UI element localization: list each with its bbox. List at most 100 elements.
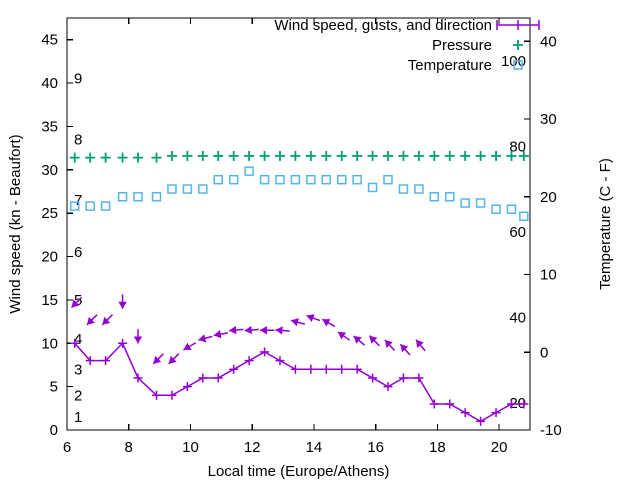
pressure-point bbox=[321, 150, 332, 161]
wind-speed-point bbox=[445, 399, 455, 409]
gust-direction-arrow bbox=[290, 318, 306, 327]
y-tick-label: 45 bbox=[41, 32, 58, 49]
temperature-point bbox=[367, 182, 378, 193]
legend-sample-square bbox=[513, 60, 523, 70]
y-axis-title: Wind speed (kn - Beaufort) bbox=[7, 134, 24, 313]
pressure-point bbox=[69, 152, 80, 163]
pressure-point bbox=[460, 150, 471, 161]
pressure-point bbox=[244, 150, 255, 161]
gust-direction-arrow bbox=[70, 296, 83, 308]
wind-speed-point bbox=[213, 373, 223, 383]
y-tick-label: 0 bbox=[50, 422, 58, 439]
temperature-point bbox=[352, 174, 362, 185]
fahrenheit-label: 60 bbox=[509, 224, 526, 241]
beaufort-label: 7 bbox=[74, 192, 82, 209]
beaufort-label: 2 bbox=[74, 387, 82, 404]
gust-direction-arrow bbox=[368, 335, 381, 347]
wind-speed-point bbox=[260, 347, 270, 357]
temperature-point bbox=[383, 174, 393, 185]
x-tick-label: 6 bbox=[63, 439, 71, 456]
wind-speed-point bbox=[460, 408, 470, 418]
temperature-point bbox=[228, 174, 239, 185]
gust-direction-arrow bbox=[306, 314, 321, 323]
pressure-point bbox=[100, 152, 111, 163]
gust-direction-arrow bbox=[384, 339, 396, 352]
pressure-point bbox=[491, 150, 502, 161]
y2-tick-label: 10 bbox=[540, 267, 557, 284]
temperature-point bbox=[182, 184, 193, 194]
y-tick-label: 35 bbox=[41, 118, 58, 135]
temperature-point bbox=[259, 174, 270, 185]
wind-speed-point bbox=[414, 373, 424, 383]
temperature-point bbox=[244, 166, 254, 176]
wind-speed-point bbox=[519, 399, 529, 409]
wind-speed-point bbox=[275, 356, 285, 366]
pressure-point bbox=[132, 152, 143, 163]
temperature-point bbox=[460, 198, 470, 208]
gust-direction-arrow bbox=[101, 314, 114, 326]
wind-speed-point bbox=[306, 364, 316, 374]
legend-sample-line-plus bbox=[496, 20, 540, 30]
temperature-point bbox=[275, 174, 285, 185]
wind-speed-point bbox=[229, 364, 239, 374]
gust-direction-arrow bbox=[183, 342, 197, 351]
pressure-point bbox=[305, 150, 316, 161]
wind-speed-point bbox=[491, 408, 501, 418]
wind-speed-point bbox=[85, 356, 95, 366]
temperature-point bbox=[133, 192, 143, 202]
gust-direction-arrow bbox=[353, 335, 366, 346]
pressure-point bbox=[228, 150, 239, 161]
gust-direction-arrow bbox=[275, 326, 290, 335]
wind-speed-point bbox=[476, 416, 486, 426]
temperature-point bbox=[290, 174, 301, 185]
wind-speed-point bbox=[383, 382, 393, 392]
pressure-point bbox=[444, 150, 455, 161]
gust-direction-arrow bbox=[118, 294, 127, 309]
x-tick-label: 10 bbox=[182, 439, 199, 456]
temperature-point bbox=[506, 204, 517, 214]
y-tick-label: 15 bbox=[41, 292, 58, 309]
x-tick-label: 16 bbox=[367, 439, 384, 456]
gust-direction-arrow bbox=[337, 331, 351, 341]
y2-tick-label: 40 bbox=[540, 33, 557, 50]
gust-direction-arrow bbox=[259, 326, 275, 335]
gust-direction-arrow bbox=[229, 325, 244, 335]
y2-tick-label: 30 bbox=[540, 111, 557, 128]
pressure-point bbox=[166, 150, 177, 161]
temperature-point bbox=[198, 184, 208, 194]
wind-speed-point bbox=[118, 338, 128, 348]
fahrenheit-label: 40 bbox=[509, 309, 526, 326]
pressure-point bbox=[151, 152, 162, 163]
beaufort-label: 3 bbox=[74, 361, 82, 378]
x-tick-label: 12 bbox=[244, 439, 261, 456]
y2-tick-label: -10 bbox=[540, 422, 562, 439]
gust-direction-arrow bbox=[133, 329, 143, 344]
temperature-point bbox=[117, 192, 128, 202]
temperature-point bbox=[475, 198, 486, 208]
beaufort-label: 1 bbox=[74, 409, 82, 426]
beaufort-label: 8 bbox=[74, 131, 82, 148]
wind-speed-point bbox=[198, 373, 208, 383]
beaufort-label: 4 bbox=[74, 331, 82, 348]
wind-speed-point bbox=[506, 399, 516, 409]
beaufort-label: 6 bbox=[74, 244, 82, 261]
gust-direction-arrow bbox=[244, 325, 259, 335]
wind-speed-point bbox=[337, 364, 347, 374]
legend-label-0: Wind speed, gusts, and direction bbox=[274, 17, 492, 34]
x-tick-label: 20 bbox=[491, 439, 508, 456]
y-tick-label: 10 bbox=[41, 335, 58, 352]
y-tick-label: 5 bbox=[50, 379, 58, 396]
y2-axis-title: Temperature (C - F) bbox=[597, 158, 614, 290]
pressure-point bbox=[506, 150, 517, 161]
wind-speed-point bbox=[429, 399, 439, 409]
legend-sample-plus bbox=[513, 40, 523, 50]
beaufort-label: 9 bbox=[74, 71, 82, 88]
pressure-point bbox=[117, 152, 128, 163]
pressure-point bbox=[413, 150, 424, 161]
gust-direction-arrow bbox=[321, 318, 336, 328]
pressure-point bbox=[518, 150, 529, 161]
pressure-point bbox=[182, 150, 193, 161]
pressure-point bbox=[213, 150, 224, 161]
wind-speed-point bbox=[368, 373, 378, 383]
